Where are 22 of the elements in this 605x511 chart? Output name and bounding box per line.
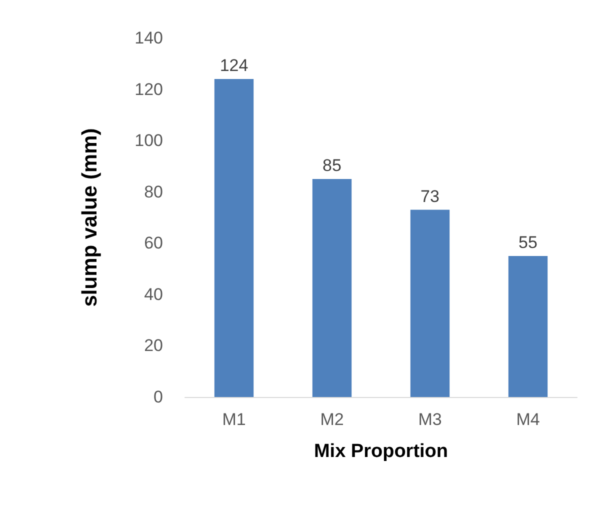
data-label: 73 [420, 186, 440, 206]
x-axis-title: Mix Proportion [314, 441, 448, 462]
y-tick-label: 40 [144, 284, 163, 304]
data-label: 124 [220, 56, 248, 76]
x-tick-label: M4 [516, 410, 540, 429]
x-tick-label: M3 [418, 410, 442, 429]
y-tick-label: 80 [144, 182, 163, 202]
data-label: 85 [322, 156, 342, 176]
data-label: 55 [518, 232, 538, 252]
y-tick-label: 20 [144, 336, 163, 356]
bar [508, 256, 548, 397]
bar [214, 79, 254, 397]
x-tick-label: M2 [320, 410, 344, 429]
y-tick-label: 120 [134, 80, 163, 99]
y-tick-label: 100 [134, 131, 163, 150]
bar [312, 179, 352, 397]
y-tick-label: 0 [154, 388, 163, 406]
x-tick-label: M1 [222, 410, 246, 429]
y-tick-label: 140 [134, 28, 163, 48]
y-axis-title: slump value (mm) [78, 128, 102, 307]
bar [410, 210, 450, 397]
y-tick-label: 60 [144, 234, 163, 253]
